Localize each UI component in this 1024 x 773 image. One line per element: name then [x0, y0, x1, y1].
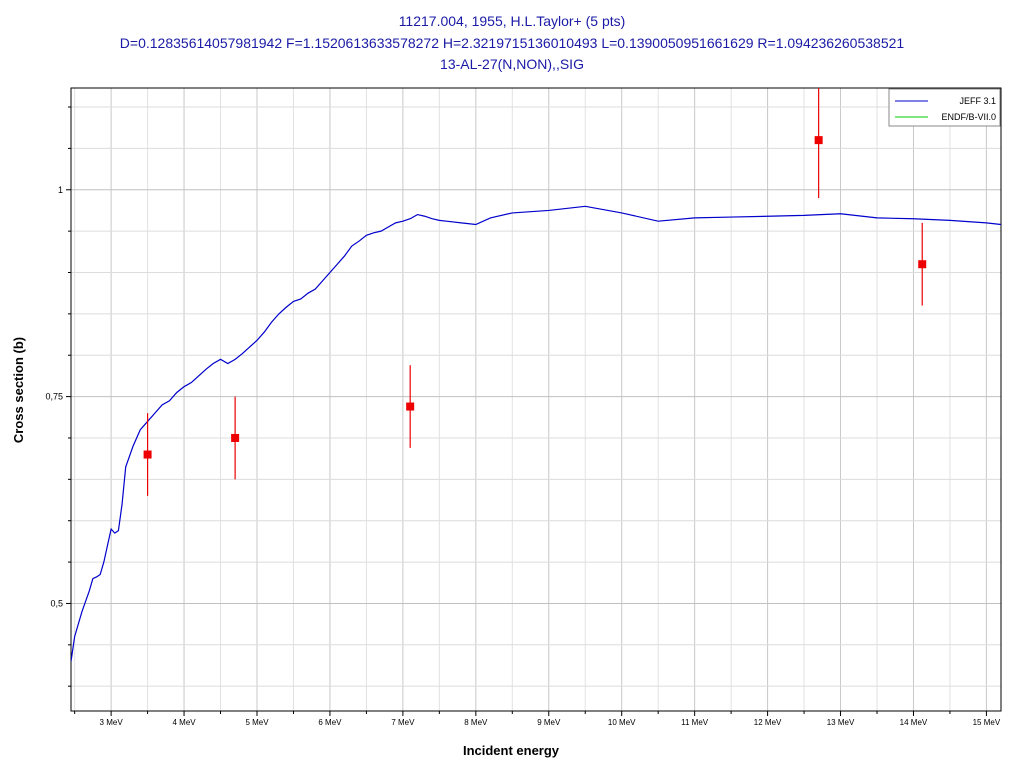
y-axis-label: Cross section (b) [11, 337, 26, 443]
x-tick-label: 12 MeV [754, 718, 782, 727]
x-tick-label: 3 MeV [100, 718, 124, 727]
data-point [231, 433, 240, 442]
x-tick-label: 8 MeV [464, 718, 488, 727]
series-line-jeff [71, 205, 1001, 662]
chart-title: 11217.004, 1955, H.L.Taylor+ (5 pts) D=0… [120, 13, 905, 72]
data-point [143, 450, 152, 459]
legend-label-jeff: JEFF 3.1 [959, 96, 996, 106]
data-point [406, 402, 415, 411]
legend-label-endf: ENDF/B-VII.0 [941, 112, 996, 122]
title-line-2: D=0.12835614057981942 F=1.15206136335782… [120, 35, 905, 51]
title-line-1: 11217.004, 1955, H.L.Taylor+ (5 pts) [399, 13, 626, 29]
axes: 3 MeV 4 MeV 5 MeV 6 MeV 7 MeV 8 MeV 9 MeV 10 Me… [45, 106, 1001, 727]
data-point [814, 136, 823, 145]
legend: JEFF 3.1 ENDF/B-VII.0 [888, 88, 1001, 127]
x-tick-label: 15 MeV [973, 718, 1001, 727]
y-tick-label: 1 [58, 185, 63, 195]
plot-area [70, 87, 1002, 712]
data-point [918, 260, 927, 269]
y-tick-label: 0,75 [45, 392, 63, 402]
x-axis-label: Incident energy [463, 743, 560, 758]
title-line-3: 13-AL-27(N,NON),,SIG [440, 56, 584, 72]
x-tick-label: 13 MeV [827, 718, 855, 727]
x-tick-label: 5 MeV [245, 718, 269, 727]
x-tick-label: 4 MeV [172, 718, 196, 727]
x-tick-label: 9 MeV [537, 718, 561, 727]
x-tick-label: 7 MeV [391, 718, 415, 727]
grid [71, 88, 1001, 711]
x-tick-label: 11 MeV [681, 718, 709, 727]
x-tick-label: 6 MeV [318, 718, 342, 727]
x-tick-label: 10 MeV [608, 718, 636, 727]
legend-box [888, 88, 1001, 127]
x-tick-label: 14 MeV [900, 718, 928, 727]
series [71, 88, 1001, 662]
y-tick-label: 0,5 [50, 598, 63, 608]
